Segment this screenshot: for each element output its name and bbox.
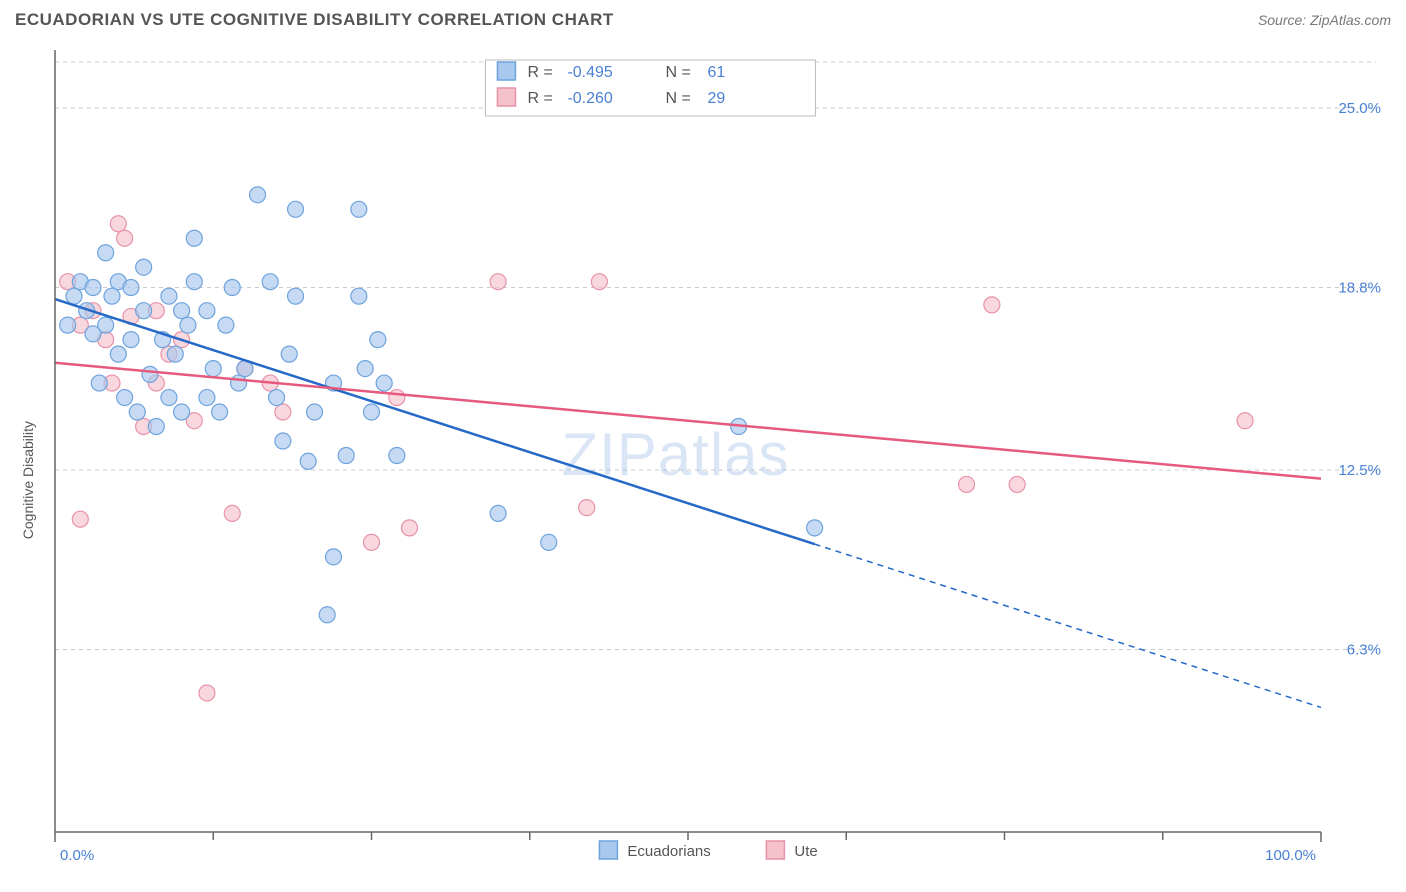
ecuadorians-point xyxy=(136,303,152,319)
ute-point xyxy=(364,534,380,550)
bottom-legend-label: Ute xyxy=(794,843,817,860)
ecuadorians-point xyxy=(281,346,297,362)
ute-point xyxy=(984,297,1000,313)
ute-point xyxy=(1009,476,1025,492)
legend-n-value: 29 xyxy=(707,90,725,107)
ecuadorians-point xyxy=(110,346,126,362)
ute-point xyxy=(1237,413,1253,429)
ecuadorians-point xyxy=(98,245,114,261)
chart-title: ECUADORIAN VS UTE COGNITIVE DISABILITY C… xyxy=(15,10,614,30)
ecuadorians-point xyxy=(85,279,101,295)
ecuadorians-point xyxy=(142,366,158,382)
ute-point xyxy=(117,230,133,246)
ecuadorians-point xyxy=(186,274,202,290)
ecuadorians-point xyxy=(300,453,316,469)
ecuadorians-point xyxy=(231,375,247,391)
legend-n-label: N = xyxy=(665,90,690,107)
ecuadorians-point xyxy=(338,447,354,463)
bottom-legend-swatch-icon xyxy=(599,841,617,859)
ecuadorians-point xyxy=(123,332,139,348)
ecuadorians-trend-line-dashed xyxy=(815,544,1321,707)
ute-point xyxy=(275,404,291,420)
scatter-chart-svg: ZIPatlas 6.3% 12.5% 18.8% 25.0% 0.0% 100.0% Cog… xyxy=(15,40,1391,877)
ecuadorians-point xyxy=(66,288,82,304)
ute-point xyxy=(110,216,126,232)
bottom-legend-label: Ecuadorians xyxy=(627,843,710,860)
y-tick-label: 12.5% xyxy=(1338,462,1381,479)
y-tick-label: 6.3% xyxy=(1347,642,1381,659)
legend-swatch-icon xyxy=(497,88,515,106)
ecuadorians-point xyxy=(307,404,323,420)
ecuadorians-point xyxy=(167,346,183,362)
ecuadorians-point xyxy=(370,332,386,348)
ecuadorians-point xyxy=(104,288,120,304)
ute-point xyxy=(72,511,88,527)
y-axis-label: Cognitive Disability xyxy=(20,421,36,539)
ecuadorians-point xyxy=(136,259,152,275)
ute-point xyxy=(959,476,975,492)
ecuadorians-point xyxy=(161,288,177,304)
watermark-text: ZIPatlas xyxy=(561,421,789,488)
ecuadorians-point xyxy=(218,317,234,333)
ecuadorians-point xyxy=(60,317,76,333)
ecuadorians-point xyxy=(319,607,335,623)
ecuadorians-point xyxy=(161,390,177,406)
ute-point xyxy=(579,500,595,516)
ute-point xyxy=(490,274,506,290)
bottom-legend-swatch-icon xyxy=(766,841,784,859)
ecuadorians-point xyxy=(351,201,367,217)
ecuadorians-point xyxy=(174,303,190,319)
ecuadorians-point xyxy=(288,201,304,217)
ecuadorians-point xyxy=(351,288,367,304)
ute-point xyxy=(199,685,215,701)
legend-r-value: -0.260 xyxy=(567,90,612,107)
ecuadorians-point xyxy=(180,317,196,333)
ecuadorians-point xyxy=(389,447,405,463)
ecuadorians-point xyxy=(376,375,392,391)
ecuadorians-point xyxy=(91,375,107,391)
legend-n-value: 61 xyxy=(707,64,725,81)
ecuadorians-point xyxy=(250,187,266,203)
x-tick-label: 100.0% xyxy=(1265,847,1316,864)
legend-r-label: R = xyxy=(527,90,552,107)
ecuadorians-point xyxy=(288,288,304,304)
legend-r-label: R = xyxy=(527,64,552,81)
ecuadorians-point xyxy=(174,404,190,420)
ecuadorians-point xyxy=(212,404,228,420)
ecuadorians-point xyxy=(98,317,114,333)
ecuadorians-point xyxy=(275,433,291,449)
ecuadorians-point xyxy=(490,505,506,521)
legend-swatch-icon xyxy=(497,62,515,80)
ecuadorians-point xyxy=(357,361,373,377)
ecuadorians-point xyxy=(199,390,215,406)
ecuadorians-point xyxy=(123,279,139,295)
ecuadorians-point xyxy=(262,274,278,290)
ecuadorians-point xyxy=(148,419,164,435)
ecuadorians-point xyxy=(269,390,285,406)
ecuadorians-point xyxy=(326,549,342,565)
ecuadorians-point xyxy=(199,303,215,319)
ute-point xyxy=(401,520,417,536)
chart-area: ZIPatlas 6.3% 12.5% 18.8% 25.0% 0.0% 100.0% Cog… xyxy=(15,40,1391,877)
legend-r-value: -0.495 xyxy=(567,64,612,81)
ute-point xyxy=(389,390,405,406)
y-tick-label: 25.0% xyxy=(1338,100,1381,117)
ecuadorians-point xyxy=(129,404,145,420)
ecuadorians-point xyxy=(186,230,202,246)
ute-point xyxy=(591,274,607,290)
ute-point xyxy=(224,505,240,521)
ecuadorians-point xyxy=(541,534,557,550)
ecuadorians-point xyxy=(205,361,221,377)
legend-n-label: N = xyxy=(665,64,690,81)
ecuadorians-point xyxy=(364,404,380,420)
x-tick-label: 0.0% xyxy=(60,847,94,864)
ecuadorians-point xyxy=(117,390,133,406)
ecuadorians-point xyxy=(807,520,823,536)
chart-source: Source: ZipAtlas.com xyxy=(1258,12,1391,28)
ecuadorians-point xyxy=(224,279,240,295)
y-tick-label: 18.8% xyxy=(1338,279,1381,296)
